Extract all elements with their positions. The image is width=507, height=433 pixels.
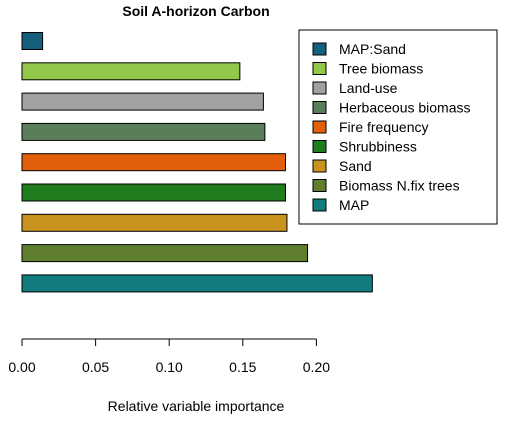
legend-swatch-map [313, 199, 326, 211]
bar-sand [22, 214, 287, 231]
x-tick-label: 0.20 [303, 359, 330, 375]
x-tick-label: 0.00 [8, 359, 35, 375]
legend-label-sand: Sand [339, 158, 372, 174]
bar-shrubbiness [22, 184, 285, 201]
x-tick-label: 0.05 [82, 359, 109, 375]
legend-label-land-use: Land-use [339, 80, 398, 96]
legend-label-tree-biomass: Tree biomass [339, 61, 423, 77]
x-tick-label: 0.10 [156, 359, 183, 375]
legend-swatch-herbaceous-biomass [313, 102, 326, 114]
legend-swatch-shrubbiness [313, 141, 326, 153]
bar-map-sand [22, 33, 43, 50]
bar-land-use [22, 93, 263, 110]
legend-label-map-sand: MAP:Sand [339, 41, 406, 57]
x-tick-label: 0.15 [229, 359, 256, 375]
bar-fire-frequency [22, 154, 285, 171]
x-axis: 0.00 0.05 0.10 0.15 0.20 [8, 339, 330, 375]
legend: MAP:Sand Tree biomass Land-use Herbaceous b… [299, 30, 497, 224]
legend-swatch-land-use [313, 82, 326, 94]
legend-swatch-fire-frequency [313, 121, 326, 133]
legend-swatch-tree-biomass [313, 63, 326, 75]
legend-label-biomass-n-fix-trees: Biomass N.fix trees [339, 178, 460, 194]
bar-herbaceous-biomass [22, 123, 265, 140]
legend-label-herbaceous-biomass: Herbaceous biomass [339, 100, 471, 116]
legend-swatch-sand [313, 160, 326, 172]
chart-title: Soil A-horizon Carbon [122, 3, 269, 19]
legend-label-shrubbiness: Shrubbiness [339, 139, 417, 155]
bar-map [22, 275, 372, 292]
bar-tree-biomass [22, 63, 240, 80]
legend-swatch-map-sand [313, 43, 326, 55]
x-axis-label: Relative variable importance [108, 398, 285, 414]
legend-label-map: MAP [339, 197, 369, 213]
bar-biomass-n-fix-trees [22, 245, 308, 262]
legend-swatch-biomass-n-fix-trees [313, 180, 326, 192]
legend-label-fire-frequency: Fire frequency [339, 119, 428, 135]
